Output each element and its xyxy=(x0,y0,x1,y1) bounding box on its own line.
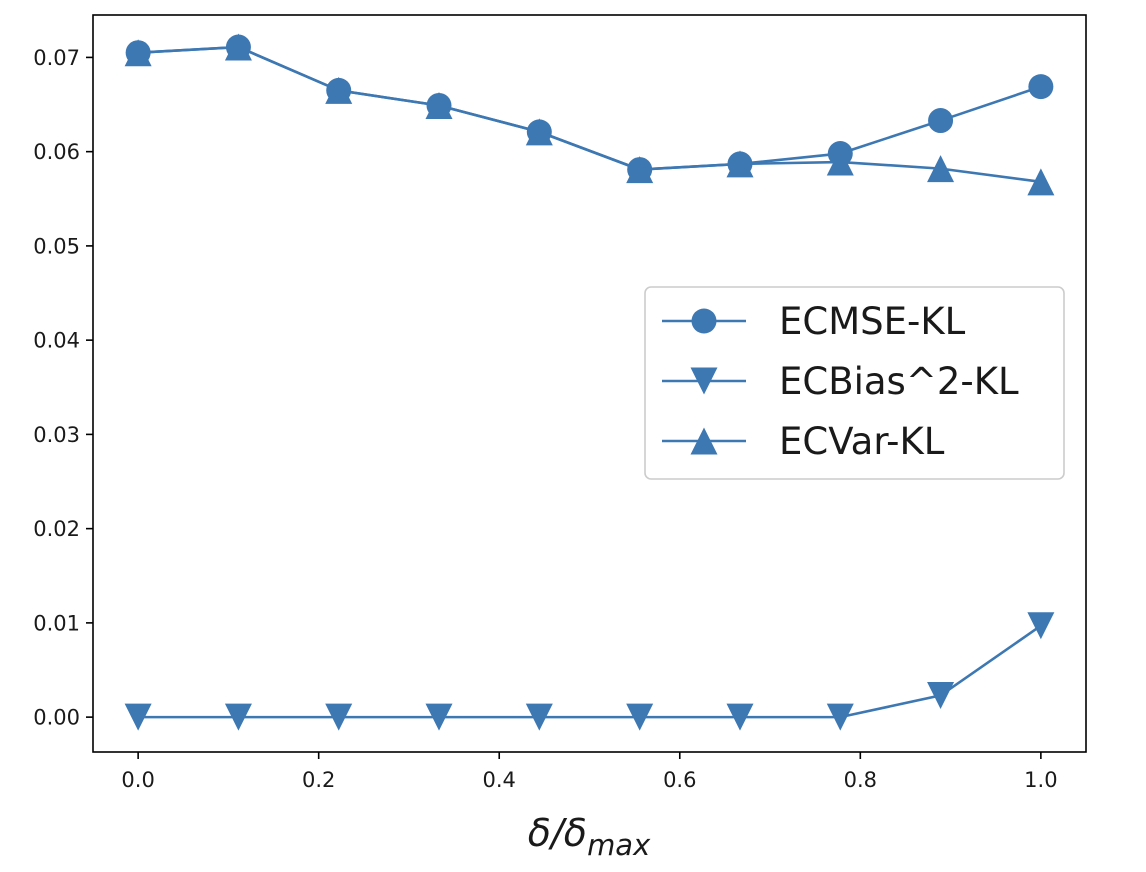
y-tick-label: 0.03 xyxy=(33,423,80,447)
x-tick-label: 1.0 xyxy=(1024,768,1057,792)
legend-box xyxy=(644,286,1065,480)
data-point xyxy=(124,39,152,67)
data-point xyxy=(425,703,453,731)
series-ecbias-2-kl xyxy=(124,612,1055,731)
data-point xyxy=(224,33,252,61)
x-tick-label: 0.8 xyxy=(844,768,877,792)
data-point xyxy=(726,703,754,731)
data-point xyxy=(425,91,453,119)
data-point xyxy=(1028,74,1054,100)
data-point xyxy=(826,148,854,176)
y-tick-label: 0.07 xyxy=(33,46,80,70)
y-tick-label: 0.01 xyxy=(33,611,80,635)
data-point xyxy=(525,703,553,731)
data-point xyxy=(1027,612,1055,640)
legend: ECMSE-KL ECBias^2-KL ECVar-KL xyxy=(644,286,1065,480)
legend-item: ECVar-KL xyxy=(662,420,945,463)
legend-marker xyxy=(690,427,718,455)
y-tick-label: 0.00 xyxy=(33,706,80,730)
data-point xyxy=(927,155,955,183)
x-axis-label: δ/δmax xyxy=(528,811,651,862)
x-tick-label: 0.2 xyxy=(302,768,335,792)
plot-area xyxy=(92,14,1087,753)
data-point xyxy=(826,703,854,731)
data-point xyxy=(325,703,353,731)
data-point xyxy=(928,108,954,134)
data-point xyxy=(626,703,654,731)
data-point xyxy=(726,150,754,178)
x-tick-label: 0.6 xyxy=(663,768,696,792)
legend-marker xyxy=(691,308,717,334)
y-tick-label: 0.04 xyxy=(33,329,80,353)
x-tick-label: 0.4 xyxy=(483,768,516,792)
series-layer xyxy=(124,33,1055,731)
data-point xyxy=(224,703,252,731)
data-point xyxy=(626,156,654,184)
data-point xyxy=(325,76,353,104)
series-line xyxy=(138,45,1042,184)
legend-label: ECVar-KL xyxy=(779,420,945,463)
y-tick-label: 0.02 xyxy=(33,517,80,541)
data-point xyxy=(927,681,955,709)
data-point xyxy=(525,118,553,146)
y-axis-ticks: 0.00 0.01 0.02 0.03 0.04 0.05 0.06 0.07 xyxy=(33,46,93,730)
legend-item: ECBias^2-KL xyxy=(662,360,1019,403)
x-tick-label: 0.0 xyxy=(121,768,154,792)
x-axis-ticks: 0.0 0.2 0.4 0.6 0.8 1.0 xyxy=(121,752,1058,792)
legend-marker xyxy=(690,367,718,395)
series-ecvar-kl xyxy=(124,33,1055,196)
legend-label: ECMSE-KL xyxy=(779,300,966,343)
data-point xyxy=(1027,168,1055,196)
legend-label: ECBias^2-KL xyxy=(779,360,1019,403)
series-line xyxy=(138,624,1042,719)
data-point xyxy=(124,703,152,731)
y-tick-label: 0.05 xyxy=(33,234,80,258)
series-ecmse-kl xyxy=(125,34,1054,183)
legend-item: ECMSE-KL xyxy=(662,300,966,343)
y-tick-label: 0.06 xyxy=(33,140,80,164)
plot-frame xyxy=(92,14,1087,753)
